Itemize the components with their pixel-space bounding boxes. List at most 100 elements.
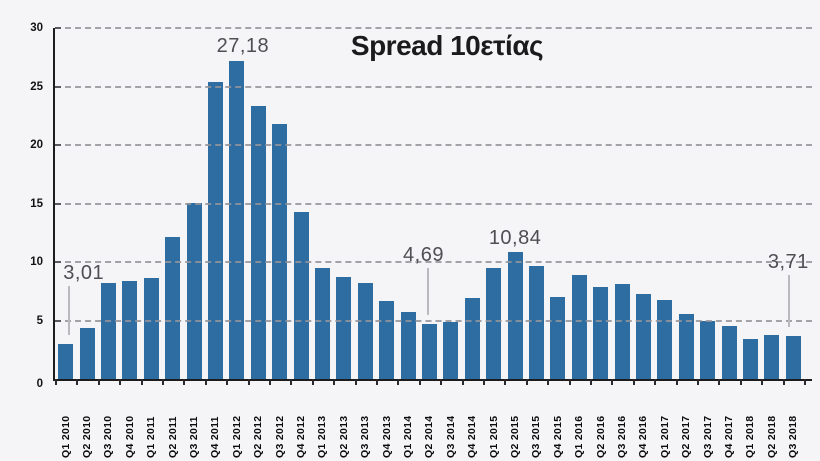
x-axis-tick [418,379,421,385]
x-axis-label-text: Q4 2013 [380,415,393,458]
bar [507,252,523,379]
x-axis-label-text: Q4 2015 [551,415,564,458]
x-axis-tick [440,379,443,385]
x-axis-label: Q1 2015 [483,386,504,458]
x-axis-label-text: Q2 2011 [166,416,179,458]
x-axis-label: Q2 2011 [162,386,183,458]
annotation-label: 10,84 [488,227,542,249]
gridline-15 [55,202,812,205]
x-axis-tick [55,379,57,385]
x-axis-label: Q2 2017 [676,386,697,458]
bar [379,300,395,379]
bar [486,268,502,379]
bar [443,322,459,379]
x-axis-label: Q2 2015 [504,386,525,458]
x-axis-label: Q3 2013 [355,386,376,458]
x-axis-label-text: Q3 2012 [273,415,286,458]
bar [743,338,758,379]
chart-title: Spread 10ετίας [350,30,544,61]
y-axis-tick [55,85,61,88]
x-axis-tick [183,379,186,385]
x-axis-label-text: Q4 2016 [637,415,650,458]
x-axis-tick [611,379,614,385]
bar [250,106,266,379]
x-axis-label: Q1 2013 [312,386,333,458]
x-axis-label: Q1 2014 [397,386,418,458]
x-axis-label-text: Q1 2014 [402,415,415,458]
annotation-leader-line [788,275,791,327]
x-axis-label: Q3 2010 [98,386,119,458]
x-axis-label: Q4 2014 [462,386,483,458]
x-axis-tick [590,379,592,385]
annotation-label: 4,69 [403,244,444,266]
bar [721,325,737,379]
x-axis-tick [654,379,657,385]
bar [315,268,330,379]
y-axis-label: 30 [30,22,43,34]
x-axis-tick [782,379,785,385]
x-axis-label-text: Q3 2011 [188,416,201,458]
x-axis-label-text: Q3 2017 [701,415,714,458]
y-axis-tick [55,319,61,322]
annotation-label: 27,18 [216,35,270,57]
x-axis-label: Q3 2014 [440,386,461,458]
x-axis-label-text: Q2 2010 [81,415,94,458]
bar [101,282,116,379]
annotation-label: 3,01 [63,262,105,284]
x-axis-label: Q4 2016 [633,386,654,458]
x-axis-label-text: Q3 2014 [444,415,457,458]
annotation-leader-line [67,286,70,335]
x-axis-tick [97,379,100,385]
x-axis-label: Q4 2013 [376,386,397,458]
x-axis-label: Q3 2015 [526,386,547,458]
x-axis-label: Q1 2012 [226,386,247,458]
x-axis-label: Q1 2011 [141,386,162,458]
gridline-20 [55,144,812,146]
x-axis-tick [483,379,485,385]
bar [678,313,694,379]
y-axis-tick [55,27,61,29]
x-axis-label: Q4 2015 [547,386,568,458]
x-axis-label: Q2 2014 [419,386,440,458]
y-axis-label: 5 [36,314,43,327]
bar [58,343,74,379]
x-axis-label-text: Q1 2016 [573,415,586,458]
x-axis-label: Q3 2017 [697,386,718,458]
x-axis-ticks [55,379,806,386]
x-axis-tick [697,379,699,385]
bar [272,123,288,379]
x-axis-tick [333,379,336,385]
x-axis-tick [718,379,721,385]
x-axis-tick [739,379,742,385]
x-axis-label-text: Q2 2012 [252,415,265,458]
y-axis-line [53,28,55,379]
bar [293,211,309,379]
bar [229,61,245,379]
x-axis-label: Q3 2011 [183,386,204,458]
annotation-label: 3,71 [767,251,809,273]
x-axis-tick [397,379,400,385]
x-axis-label: Q3 2016 [611,386,632,458]
x-axis-label-text: Q4 2014 [466,415,479,458]
x-axis-label-text: Q4 2010 [123,415,136,458]
bar [593,286,609,379]
x-axis-tick [269,379,271,385]
bar [122,280,138,379]
x-axis-label-text: Q4 2012 [295,415,308,458]
y-axis-label: 25 [30,80,43,93]
x-axis-label-text: Q1 2013 [316,415,329,458]
x-axis-label: Q1 2010 [55,386,76,458]
gridline-25 [55,85,812,88]
bar [208,81,223,379]
bar [79,328,95,379]
bar [357,282,373,379]
x-axis-label-text: Q2 2016 [594,415,607,458]
x-axis-label: Q4 2012 [290,386,311,458]
x-axis-tick [311,379,314,385]
x-axis-tick [226,379,229,385]
y-axis-tick [55,202,61,205]
x-axis-label-text: Q3 2016 [616,415,629,458]
x-axis-tick [761,379,764,385]
x-axis-tick [461,379,464,385]
x-axis-label-text: Q1 2017 [658,415,671,458]
